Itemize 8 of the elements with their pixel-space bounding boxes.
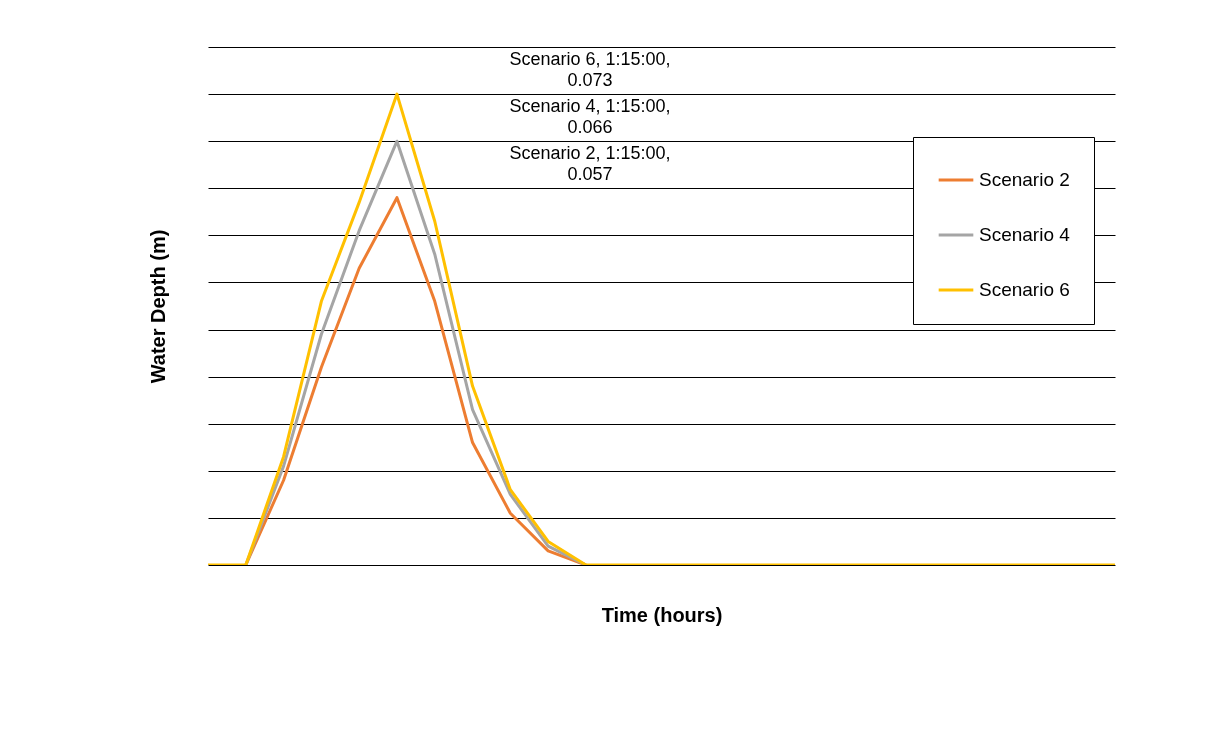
annotation: Scenario 4, 1:15:00, 0.066 <box>509 96 671 138</box>
x-axis-title: Time (hours) <box>601 603 723 626</box>
legend-label: Scenario 4 <box>979 224 1071 245</box>
legend-label: Scenario 2 <box>979 169 1070 190</box>
annotation: Scenario 2, 1:15:00, 0.057 <box>509 143 671 185</box>
legend-label: Scenario 6 <box>979 279 1070 300</box>
text: Scenario 6, 1:15:00, 0.073 <box>509 49 671 90</box>
y-axis-title: Water Depth (m) <box>146 229 169 384</box>
